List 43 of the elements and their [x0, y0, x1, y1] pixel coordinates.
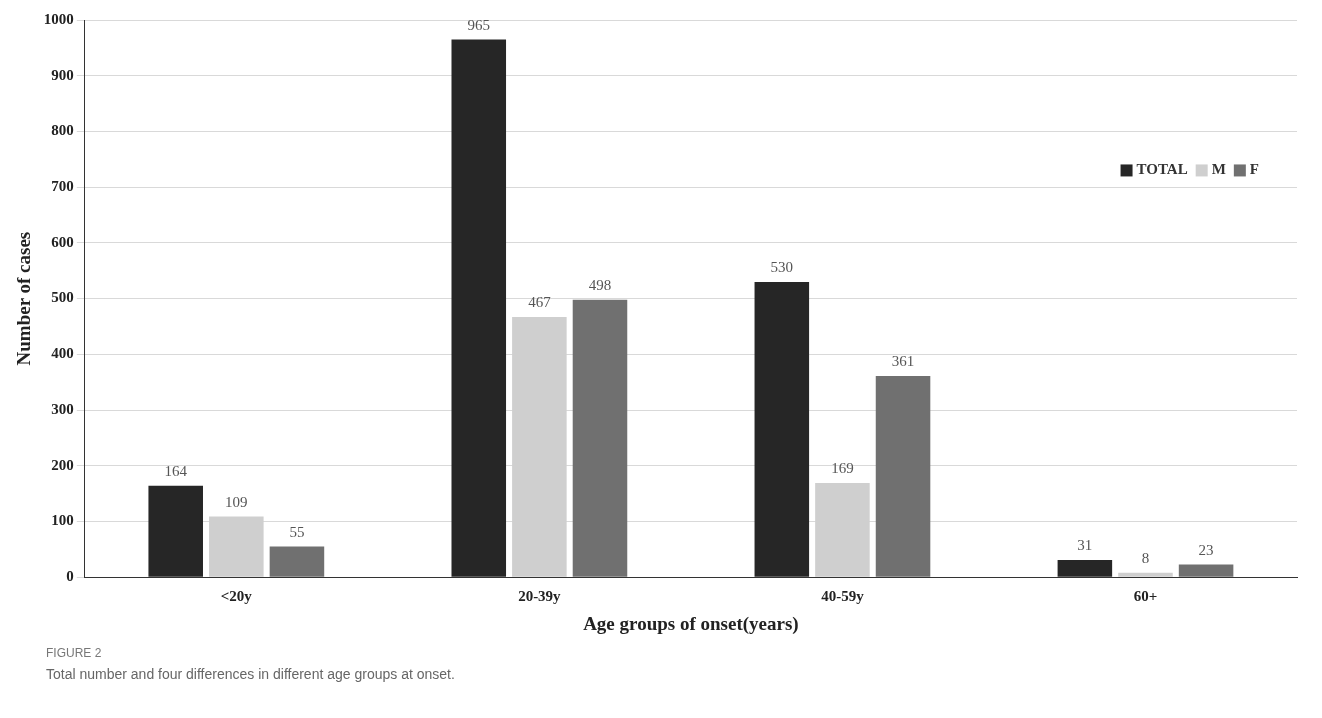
data-label: 467	[528, 294, 552, 311]
data-label: 530	[770, 259, 794, 276]
bar	[1118, 572, 1173, 577]
text: Total number and four differences in different age groups at onset.	[46, 666, 456, 682]
caption: FIGURE 2	[46, 646, 103, 660]
data-label: 169	[831, 460, 854, 477]
x-tick-label: <20y	[220, 588, 253, 605]
y-tick-label: 500	[51, 289, 74, 306]
bar	[451, 39, 507, 577]
data-label: 8	[1141, 550, 1150, 567]
bar	[1178, 564, 1234, 577]
data-label: 361	[891, 353, 915, 370]
y-tick-label: 200	[51, 456, 74, 473]
data-label: 109	[225, 493, 248, 510]
data-label: 55	[289, 523, 305, 540]
y-tick-label: 600	[51, 233, 74, 250]
y-tick-label: 800	[51, 122, 74, 139]
x-tick-label: 40-59y	[821, 588, 865, 605]
data-label: 498	[588, 277, 612, 294]
y-tick-label: 1000	[43, 10, 74, 27]
y-tick-label: 300	[51, 400, 74, 417]
bar	[269, 546, 325, 577]
x-tick-label: 20-39y	[518, 588, 562, 605]
bar	[1057, 559, 1113, 577]
legend-label: TOTAL	[1136, 161, 1188, 178]
y-tick-label: 100	[51, 512, 74, 529]
y-tick-label: 400	[51, 345, 74, 362]
y-tick-label: 700	[51, 178, 74, 195]
data-label: 31	[1077, 537, 1093, 554]
bar	[875, 376, 931, 577]
y-tick-label: 900	[51, 66, 74, 83]
legend-label: M	[1211, 161, 1226, 178]
data-label: 164	[164, 463, 188, 480]
bar	[148, 485, 203, 577]
bar	[754, 281, 810, 577]
x-tick-label: 60+	[1133, 588, 1158, 605]
bar	[572, 299, 628, 577]
legend-label: F	[1249, 161, 1260, 178]
data-label: 23	[1198, 541, 1214, 558]
x-axis-title: Age groups of onset(years)	[583, 612, 799, 635]
y-tick-label: 0	[66, 568, 74, 585]
data-label: 965	[467, 16, 491, 33]
y-axis-title: Number of cases	[13, 231, 35, 366]
